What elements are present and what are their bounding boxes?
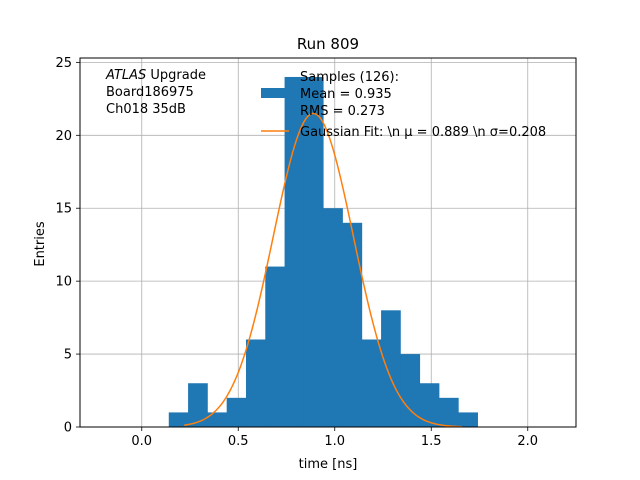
y-tick-label-4: 20 (55, 129, 72, 144)
y-axis-label: Entries (33, 221, 48, 267)
histogram-bar-10 (361, 339, 382, 427)
fit-curve (184, 112, 463, 428)
y-tick-label-3: 15 (55, 202, 72, 217)
histogram-bar-15 (458, 412, 478, 427)
annotation-line-0: ATLAS Upgrade (105, 68, 206, 83)
x-axis-label: time [ns] (299, 457, 358, 472)
histogram-bar-0 (168, 412, 189, 427)
histogram-bar-8 (323, 208, 343, 427)
legend-fit-label: Gaussian Fit: \n μ = 0.889 \n σ=0.208 (300, 125, 546, 140)
histogram-bar-4 (245, 339, 266, 427)
x-tick-label-3: 1.5 (421, 434, 442, 449)
histogram-bar-3 (226, 397, 247, 427)
atlas-annotation: ATLAS Upgrade Board186975 Ch018 35dB (105, 68, 206, 117)
x-tick-label-4: 2.0 (517, 434, 538, 449)
histogram-bar-9 (342, 222, 363, 427)
axes-frame (79, 57, 577, 428)
y-tick-label-1: 5 (64, 348, 72, 363)
histogram-bar-1 (188, 383, 208, 427)
histogram-bar-11 (381, 310, 401, 427)
axis-ticks: 0.0 0.5 1.0 1.5 2.0 0 5 10 15 20 25 (55, 56, 538, 449)
x-tick-label-2: 1.0 (324, 434, 345, 449)
legend-samples-line-2: RMS = 0.273 (300, 104, 385, 119)
histogram-bar-2 (207, 412, 228, 427)
x-tick-label-0: 0.0 (131, 434, 152, 449)
y-tick-label-0: 0 (64, 421, 72, 436)
histogram-bar-12 (400, 354, 421, 427)
chart-title: Run 809 (297, 35, 359, 53)
histogram-bar-14 (438, 397, 459, 427)
legend-samples-line-1: Mean = 0.935 (300, 87, 392, 102)
histogram-bar-13 (419, 383, 440, 427)
x-tick-label-1: 0.5 (228, 434, 249, 449)
annotation-line-1: Board186975 (106, 85, 194, 100)
legend-swatch-samples (261, 88, 289, 98)
histogram-bar-7 (303, 76, 324, 427)
y-tick-label-5: 25 (55, 56, 72, 71)
annotation-line-2: Ch018 35dB (106, 102, 186, 117)
y-tick-label-2: 10 (55, 275, 72, 290)
gaussian-fit (184, 112, 463, 428)
legend-samples-line-0: Samples (126): (300, 70, 399, 85)
legend: Samples (126): Mean = 0.935 RMS = 0.273 G… (261, 70, 546, 140)
histogram-bar-5 (265, 266, 285, 427)
